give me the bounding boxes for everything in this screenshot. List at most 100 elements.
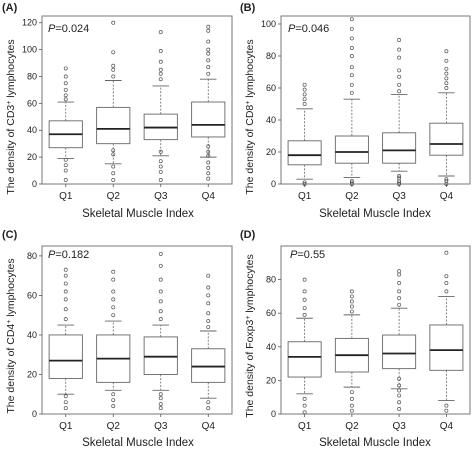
panel-c-x-tick-label: Q4 (202, 421, 216, 432)
outlier-point (444, 86, 449, 90)
outlier-point (111, 50, 116, 55)
panel-a-y-tick-label: 40 (27, 125, 37, 135)
panel-b-y-tick-label: 40 (266, 115, 276, 125)
outlier-point (206, 149, 211, 154)
interquartile-box (429, 122, 464, 156)
outlier-point (206, 24, 211, 29)
outlier-point (63, 317, 68, 322)
outlier-point (444, 250, 449, 255)
outlier-point (63, 74, 68, 79)
outlier-point (349, 299, 354, 304)
outlier-point (63, 87, 68, 92)
outlier-point (397, 68, 402, 73)
panel-a-box-q3 (143, 30, 178, 182)
outlier-point (206, 171, 211, 176)
outlier-point (444, 178, 449, 183)
outlier-point (63, 273, 68, 278)
outlier-point (397, 82, 402, 87)
outlier-point (158, 406, 163, 411)
panel-c-plot-frame (41, 245, 233, 415)
outlier-point (158, 309, 163, 314)
panel-c-y-tick-label: 60 (27, 290, 37, 300)
outlier-point (349, 408, 354, 413)
panel-a-y-tick-label: 100 (22, 45, 37, 55)
outlier-point (444, 81, 449, 86)
outlier-point (158, 30, 163, 35)
panel-d-plot-frame (280, 245, 471, 415)
panel-c-y-tick-label: 40 (27, 330, 37, 340)
outlier-point (444, 58, 449, 63)
outlier-point (397, 376, 402, 381)
panel-d-y-tick-label: 80 (266, 275, 276, 285)
outlier-point (63, 267, 68, 272)
outlier-point (63, 394, 68, 399)
outlier-point (111, 171, 116, 176)
outlier-point (349, 396, 354, 401)
outlier-point (349, 82, 354, 87)
panel-a-x-tick-label: Q3 (154, 191, 168, 202)
interquartile-box (48, 334, 83, 379)
outlier-point (158, 251, 163, 256)
panel-a-y-axis-label: The density of CD3+ lymphocytes (5, 39, 17, 194)
outlier-point (63, 297, 68, 302)
outlier-point (397, 74, 402, 79)
panel-c-x-tick-label: Q3 (154, 421, 168, 432)
interquartile-box (382, 334, 417, 370)
panel-b-x-tick-label: Q4 (440, 191, 454, 202)
interquartile-box (191, 348, 226, 383)
outlier-point (302, 297, 307, 302)
outlier-point (158, 277, 163, 282)
outlier-point (302, 403, 307, 408)
interquartile-box (287, 140, 322, 166)
outlier-point (444, 71, 449, 76)
outlier-point (206, 400, 211, 405)
outlier-point (111, 164, 116, 169)
panel-b-y-tick-label: 60 (266, 83, 276, 93)
panel-a-box-q4 (191, 24, 226, 181)
outlier-point (111, 74, 116, 79)
panel-b-x-axis-label: Skeletal Muscle Index (319, 208, 431, 220)
panel-a-plot-frame (41, 15, 233, 185)
outlier-point (349, 90, 354, 95)
panel-d-x-tick-label: Q2 (345, 421, 359, 432)
panel-b-x-tick-label: Q2 (345, 191, 359, 202)
panel-a-y-tick-label: 80 (27, 71, 37, 81)
outlier-point (158, 48, 163, 53)
outlier-point (397, 393, 402, 398)
outlier-point (444, 289, 449, 294)
outlier-point (444, 177, 449, 182)
interquartile-box (96, 106, 131, 145)
panel-d-x-tick-label: Q3 (392, 421, 406, 432)
outlier-point (302, 92, 307, 97)
panel-a-y-tick-label: 60 (27, 98, 37, 108)
panel-d-x-axis-label: Skeletal Muscle Index (319, 437, 431, 449)
outlier-point (397, 47, 402, 52)
outlier-point (63, 289, 68, 294)
panel-b-x-tick-label: Q3 (392, 191, 406, 202)
outlier-point (349, 294, 354, 299)
panel-b-y-tick-label: 100 (261, 19, 276, 29)
outlier-point (111, 148, 116, 153)
outlier-point (63, 178, 68, 182)
interquartile-box (429, 324, 464, 371)
panel-d-box-q2 (334, 289, 369, 413)
outlier-point (63, 66, 68, 71)
outlier-point (63, 97, 68, 102)
outlier-point (349, 304, 354, 309)
panel-c-y-tick-label: 80 (27, 251, 37, 261)
outlier-point (111, 398, 116, 403)
outlier-point (206, 153, 211, 158)
panel-d-box-q1 (287, 277, 322, 415)
panel-b-letter: (B) (240, 2, 256, 14)
outlier-point (397, 281, 402, 285)
interquartile-box (334, 135, 369, 164)
outlier-point (206, 311, 211, 316)
panel-c: (C) P=0.182 The density of CD4+ lymphocy… (2, 229, 233, 449)
outlier-point (206, 285, 211, 290)
interquartile-box (191, 101, 226, 138)
outlier-point (111, 67, 116, 72)
outlier-point (302, 182, 307, 186)
outlier-point (206, 406, 211, 411)
outlier-point (63, 307, 68, 312)
